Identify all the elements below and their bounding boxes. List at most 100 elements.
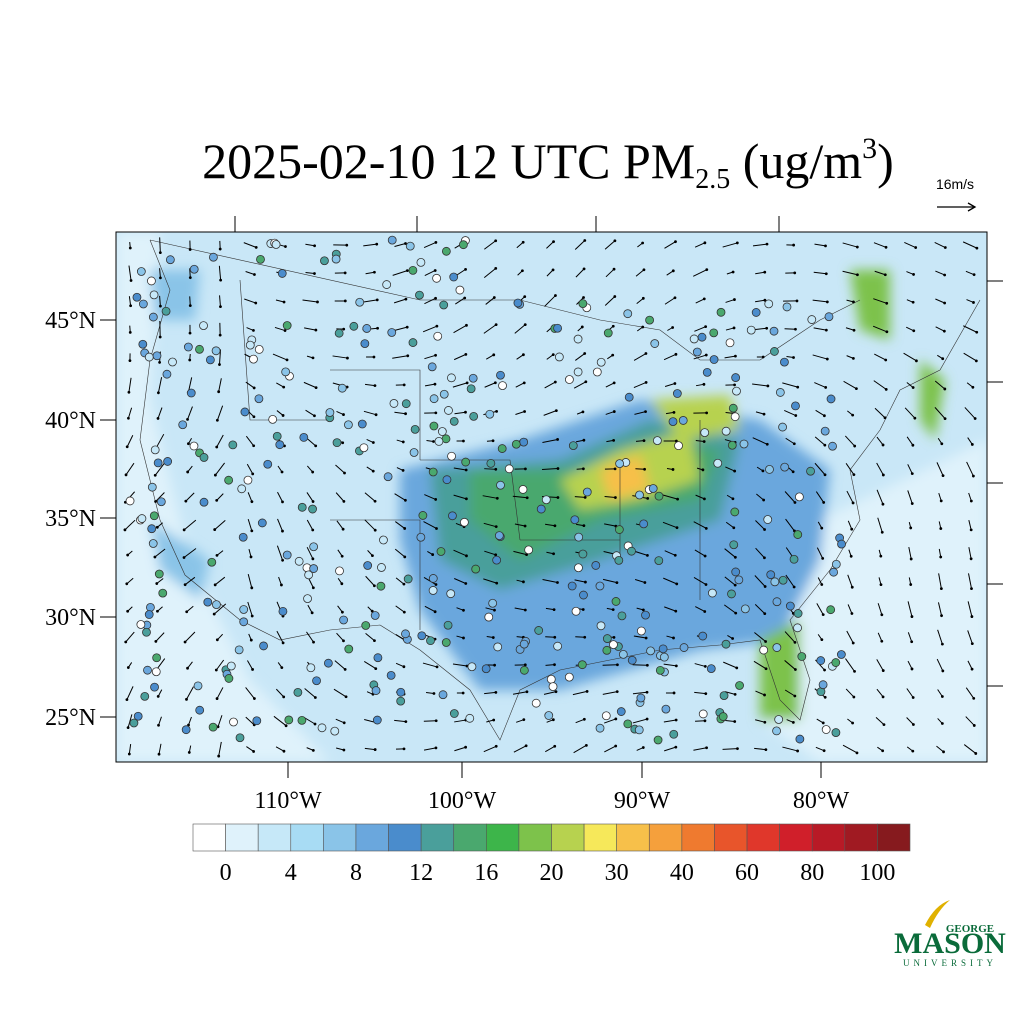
station: [679, 643, 689, 652]
colorbar-label: 40: [670, 860, 694, 886]
station: [132, 292, 142, 302]
wind-arrow-head: [433, 610, 437, 614]
wind-arrow-head: [371, 554, 374, 558]
wind-arrow: [545, 745, 555, 753]
wind-arrow: [844, 435, 856, 447]
station: [636, 626, 646, 636]
wind-arrow: [907, 601, 913, 617]
wind-arrow-head: [763, 270, 767, 274]
wind-arrow-head: [341, 441, 345, 445]
wind-arrow: [543, 691, 557, 695]
wind-arrow-head: [881, 669, 885, 672]
wind-arrow: [903, 352, 917, 362]
station: [252, 716, 262, 726]
wind-arrow-head: [494, 525, 498, 529]
station: [634, 725, 644, 735]
wind-arrow-head: [703, 610, 707, 613]
wind-arrow-head: [494, 266, 498, 270]
station: [831, 658, 841, 667]
wind-arrow-head: [494, 553, 498, 557]
wind-arrow: [423, 521, 437, 529]
wind-arrow-head: [641, 325, 645, 329]
wind-arrow-head: [461, 691, 465, 695]
wind-arrow: [935, 270, 945, 276]
wind-arrow-head: [674, 718, 678, 722]
wind-arrow-head: [346, 356, 349, 360]
wind-arrow: [907, 660, 913, 670]
station: [293, 687, 303, 697]
station: [439, 389, 449, 399]
wind-arrow-head: [940, 642, 944, 646]
wind-arrow: [544, 381, 556, 389]
wind-arrow-head: [523, 663, 527, 667]
wind-arrow-head: [582, 524, 586, 528]
station: [669, 729, 679, 739]
station: [602, 634, 612, 643]
wind-arrow-head: [522, 353, 525, 357]
wind-arrow-head: [912, 273, 915, 276]
wind-arrow: [247, 601, 253, 617]
wind-arrow: [247, 574, 253, 588]
station: [595, 581, 605, 591]
wind-arrow: [126, 686, 134, 700]
wind-arrow: [275, 746, 285, 752]
station: [282, 321, 292, 330]
wind-arrow: [452, 382, 468, 388]
wind-arrow-head: [822, 501, 826, 504]
wind-arrow-head: [909, 526, 913, 530]
wind-arrow: [634, 411, 646, 415]
wind-arrow: [635, 269, 645, 277]
wind-arrow: [664, 241, 676, 249]
wind-arrow: [546, 269, 554, 277]
colorbar-bin: [518, 823, 552, 852]
wind-arrow: [875, 716, 885, 726]
station: [496, 480, 505, 490]
wind-arrow: [965, 270, 975, 276]
wind-arrow: [512, 495, 528, 499]
wind-arrow: [575, 636, 585, 638]
wind-arrow: [967, 630, 973, 644]
wind-arrow: [723, 604, 737, 614]
wind-arrow: [604, 745, 616, 753]
station: [778, 575, 788, 585]
station: [335, 566, 344, 576]
wind-arrow-head: [583, 635, 587, 639]
station: [570, 515, 580, 525]
wind-arrow: [906, 436, 914, 446]
wind-arrow-head: [372, 355, 376, 359]
wind-arrow-head: [823, 443, 827, 447]
wind-arrow: [664, 746, 676, 752]
wind-arrow: [725, 521, 735, 529]
wind-arrow: [125, 631, 135, 643]
wind-arrow-head: [702, 440, 706, 443]
wind-arrow: [483, 578, 497, 584]
wind-arrow: [395, 577, 405, 585]
wind-arrow-head: [851, 721, 854, 725]
wind-arrow: [484, 550, 496, 556]
wind-arrow-head: [433, 269, 437, 272]
wind-arrow: [277, 518, 283, 532]
wind-arrow-head: [281, 414, 285, 417]
wind-arrow: [394, 493, 406, 501]
colorbar-bin: [486, 823, 520, 852]
wind-arrow-head: [371, 441, 375, 444]
wind-arrow-head: [218, 247, 222, 251]
wind-arrow: [934, 380, 946, 390]
station: [729, 540, 739, 550]
wind-arrow-head: [914, 246, 918, 249]
wind-arrow: [754, 747, 766, 751]
wind-arrow-head: [824, 272, 828, 276]
title-sub: 2.5: [695, 164, 730, 195]
wind-arrow-head: [975, 330, 979, 334]
station: [775, 388, 785, 397]
wind-arrow: [394, 242, 406, 248]
station: [303, 594, 312, 604]
wind-arrow: [546, 241, 554, 249]
wind-arrow: [542, 438, 558, 444]
wind-arrow-head: [523, 524, 527, 528]
wind-arrow-head: [464, 267, 467, 271]
wind-arrow-head: [520, 269, 524, 273]
wind-arrow-head: [735, 241, 739, 245]
station: [568, 441, 578, 450]
wind-arrow: [306, 519, 314, 531]
